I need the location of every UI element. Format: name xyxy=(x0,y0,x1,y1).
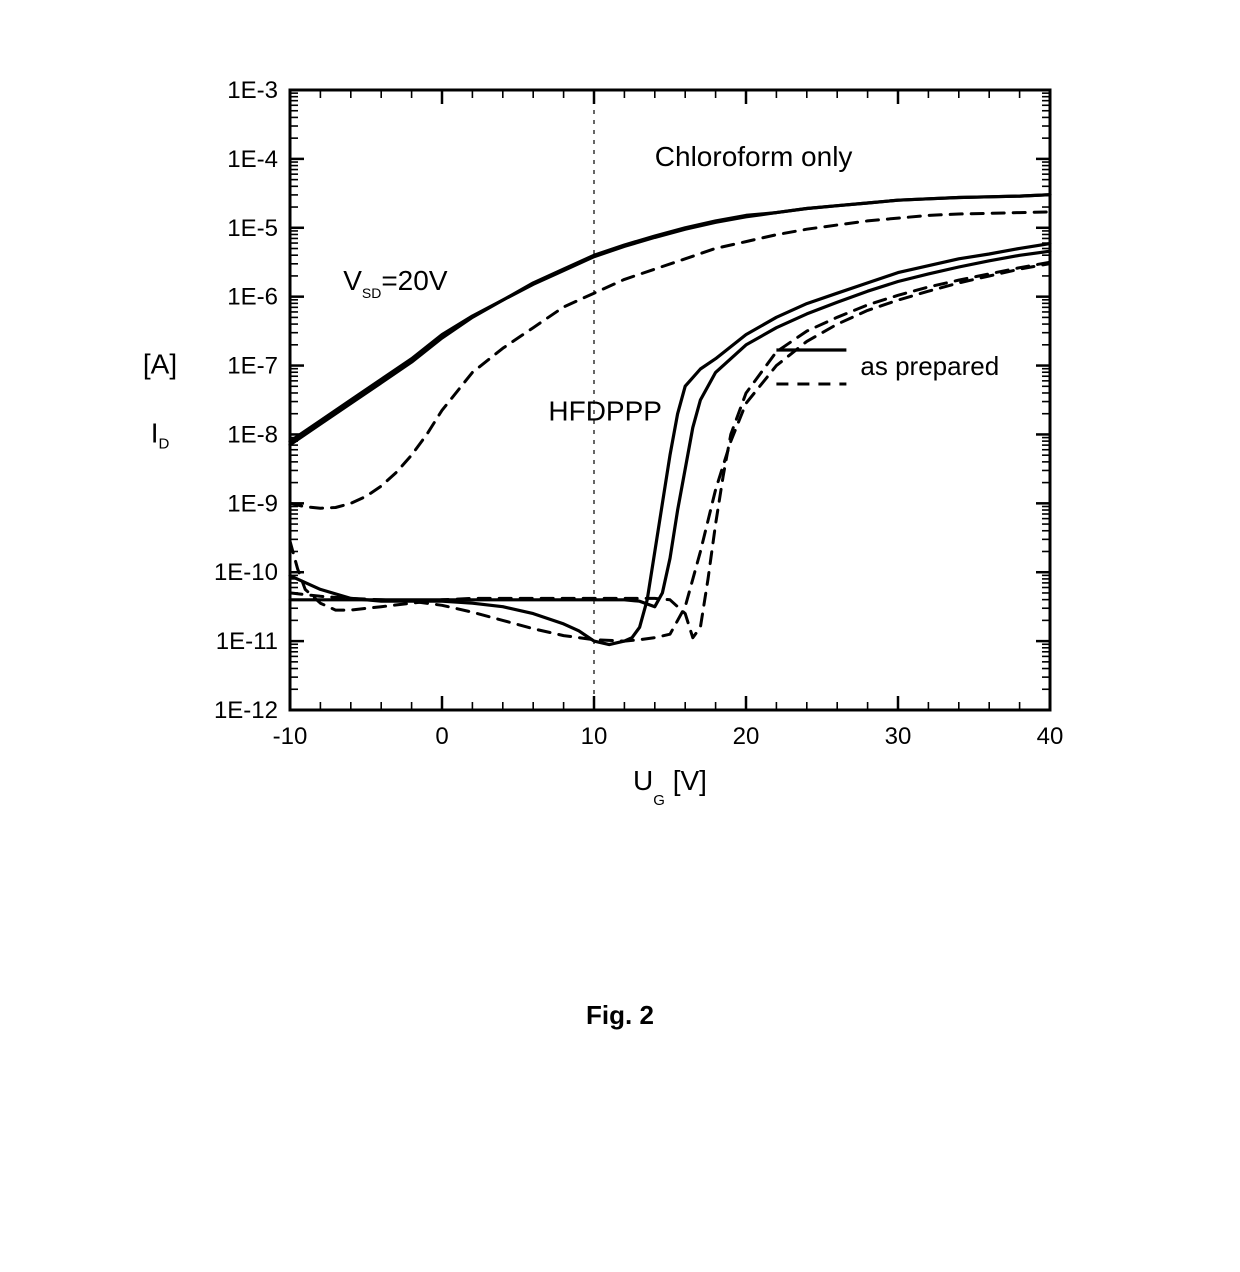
svg-text:1E-11: 1E-11 xyxy=(216,628,278,655)
svg-text:30: 30 xyxy=(885,723,912,750)
annotation-hfdppp: HFDPPP xyxy=(548,396,662,427)
figure-caption: Fig. 2 xyxy=(0,1000,1240,1031)
svg-text:-10: -10 xyxy=(273,723,308,750)
svg-text:1E-4: 1E-4 xyxy=(227,146,278,173)
svg-text:1E-7: 1E-7 xyxy=(227,353,278,380)
chart-container: -10 0 10 20 30 40 1E-3 1E-4 1E-5 1E-6 1E-7 1E-8 1E-9… xyxy=(120,60,1100,825)
svg-text:1E-6: 1E-6 xyxy=(227,284,278,311)
svg-text:0: 0 xyxy=(435,723,448,750)
svg-text:1E-5: 1E-5 xyxy=(227,215,278,242)
svg-text:1E-8: 1E-8 xyxy=(227,421,278,448)
svg-text:ID: ID xyxy=(151,417,170,452)
svg-text:[A]: [A] xyxy=(143,349,177,380)
annotation-vsd: VSD=20V xyxy=(343,265,448,301)
svg-text:UG [V]: UG [V] xyxy=(633,765,707,809)
svg-text:1E-3: 1E-3 xyxy=(227,77,278,104)
svg-text:20: 20 xyxy=(733,723,760,750)
annotation-chloroform: Chloroform only xyxy=(655,141,853,172)
svg-text:40: 40 xyxy=(1037,723,1064,750)
chart-svg: -10 0 10 20 30 40 1E-3 1E-4 1E-5 1E-6 1E-7 1E-8 1E-9… xyxy=(120,60,1100,820)
svg-text:1E-12: 1E-12 xyxy=(214,697,278,724)
svg-text:1E-9: 1E-9 xyxy=(227,490,278,517)
svg-text:1E-10: 1E-10 xyxy=(214,559,278,586)
legend-label: as prepared xyxy=(860,351,999,381)
svg-text:10: 10 xyxy=(581,723,608,750)
